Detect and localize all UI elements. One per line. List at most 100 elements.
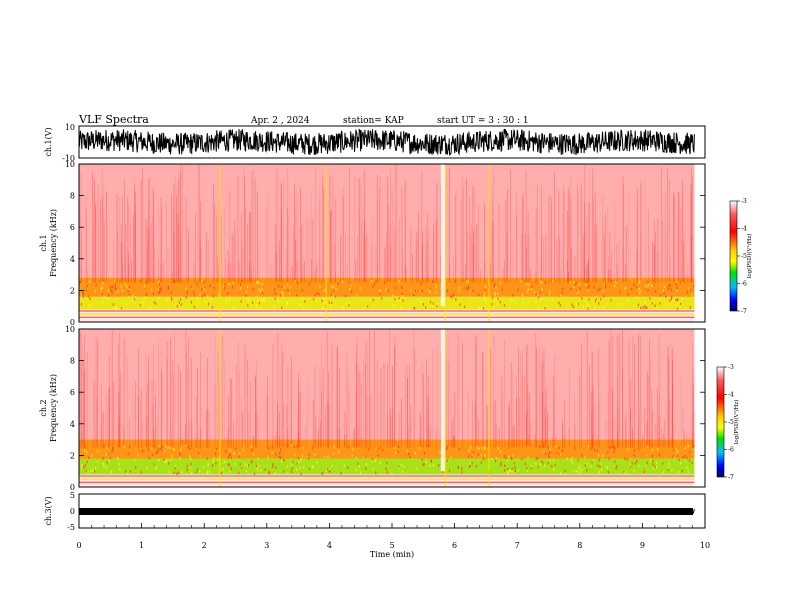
ch2-spec-speck — [281, 460, 283, 463]
ch1-spec-speck — [301, 289, 304, 292]
ch2-spec-speck — [186, 468, 188, 471]
ch1-spectrogram-frame — [78, 163, 706, 323]
ch1-spec-speck — [248, 297, 250, 300]
ch2-spec-speck — [302, 446, 304, 450]
ch2-spec-data-gap — [440, 329, 445, 472]
ch2-spec-speck — [386, 461, 388, 465]
ch2-spec-speck — [689, 450, 691, 454]
ch1-spec-speck — [89, 297, 91, 300]
ch2-spec-speck — [506, 458, 509, 462]
ch1-spec-speck — [639, 292, 641, 295]
ch1-spec-speck — [114, 307, 116, 311]
ch2-spec-speck — [168, 462, 170, 465]
ch2-spec-speck — [134, 466, 137, 469]
ch2-spec-speck — [510, 469, 512, 473]
ch2-spec-speck — [692, 444, 695, 448]
ch1-spec-speck — [541, 281, 543, 284]
ch2-spec-speck — [97, 460, 99, 463]
ch1-spec-speck — [410, 302, 412, 305]
ch1-spec-speck — [107, 289, 110, 292]
ch2-spec-speck — [282, 458, 285, 461]
x-tick-label: 9 — [640, 541, 645, 550]
ch2-spec-speck — [483, 445, 486, 449]
ch2-spec-speck — [475, 464, 477, 468]
ch2-spec-speck — [86, 451, 88, 454]
ch2-spec-speck — [472, 451, 474, 454]
ch1-spec-speck — [676, 280, 678, 284]
ch1-spec-speck — [414, 290, 416, 293]
ch1-spec-speck — [645, 306, 647, 310]
ch2-spec-speck — [308, 453, 310, 457]
ch1-spec-speck — [651, 284, 653, 288]
ch2-spec-speck — [283, 470, 285, 473]
ch2-spec-speck — [418, 446, 421, 450]
ch2-spec-speck — [255, 465, 258, 468]
ch2-spec-speck — [471, 455, 473, 459]
ch1-spec-speck — [261, 288, 263, 291]
ch1-spec-speck — [319, 285, 321, 288]
ch1-spec-band-0 — [79, 296, 695, 310]
ch2-spec-speck — [504, 464, 506, 467]
ch2-spec-speck — [586, 469, 588, 472]
ch1-spec-speck — [373, 283, 375, 286]
ch1-spec-speck — [82, 292, 84, 296]
ch1-spec-speck — [649, 297, 651, 300]
ch2-spec-speck — [161, 445, 163, 449]
ch2-spec-speck — [507, 470, 509, 474]
ch1-spec-speck — [256, 295, 258, 299]
ch1-spec-speck — [541, 296, 543, 300]
ch1-spec-speck — [659, 302, 661, 305]
ch2-spec-speck — [275, 466, 277, 469]
ch2-spectrogram-frame — [78, 328, 706, 488]
ch1-spec-speck — [605, 285, 607, 288]
ch2-spec-speck — [195, 471, 197, 474]
ch2-spec-speck — [107, 453, 110, 456]
ch1-spec-speck — [171, 298, 173, 302]
ch2-spec-speck — [256, 466, 258, 470]
ch1-spec-speck — [636, 286, 638, 289]
ch1-spec-speck — [334, 295, 336, 298]
ch2-spec-speck — [652, 459, 654, 463]
ch1-spec-speck — [483, 294, 485, 297]
ch2-spec-speck — [623, 470, 625, 474]
ch1-spec-speck — [174, 280, 176, 283]
ch1-spec-speck — [570, 287, 572, 291]
ch1-spec-speck — [410, 288, 412, 292]
ch2-spec-speck — [279, 451, 281, 455]
ch2-spec-speck — [106, 461, 108, 464]
ch1-spec-speck — [120, 284, 122, 288]
ch1-spec-speck — [570, 280, 572, 284]
ch1-spec-speck — [273, 305, 276, 308]
ch2-spec-speck — [258, 464, 260, 467]
ch1-spec-speck — [213, 286, 215, 290]
ch1-spec-speck — [170, 296, 173, 300]
ch2-spec-speck — [598, 458, 600, 462]
ch1-spec-speck — [158, 296, 160, 300]
ch2-spec-speck — [537, 456, 539, 460]
ch1-spec-speck — [204, 300, 207, 304]
ch2-spec-speck — [328, 468, 331, 471]
ch2-spec-speck — [346, 466, 349, 469]
ch1-spec-speck — [577, 290, 579, 294]
ch2-spec-speck — [105, 453, 107, 456]
ch2-spec-speck — [329, 470, 331, 473]
ch1-spec-speck — [303, 306, 305, 310]
ch1-spec-speck — [652, 283, 654, 286]
ch1-spec-speck — [535, 280, 537, 284]
ch1-spec-speck — [654, 304, 656, 307]
ch1-spec-speck — [124, 282, 126, 286]
ch1-ylabel-channel: ch.1 — [39, 234, 48, 251]
x-tick-label: 1 — [139, 541, 144, 550]
ch2-spec-speck — [542, 444, 545, 448]
ch1-spec-speck — [231, 286, 234, 289]
ch1-spec-speck — [402, 299, 404, 302]
ch2-spec-speck — [556, 451, 558, 455]
ch1-spec-speck — [602, 289, 604, 293]
ch2-spec-speck — [199, 469, 201, 473]
ch2-spec-speck — [633, 470, 635, 473]
ch1-colorbar: log(PSD)(V²/Hz) -3 -4 -5 -6 -7 — [729, 198, 753, 315]
ch2-spec-speck — [484, 453, 486, 457]
ch2-spec-speck — [215, 447, 218, 450]
ch2-spec-speck — [290, 444, 292, 447]
ch2-spec-speck — [423, 451, 425, 455]
